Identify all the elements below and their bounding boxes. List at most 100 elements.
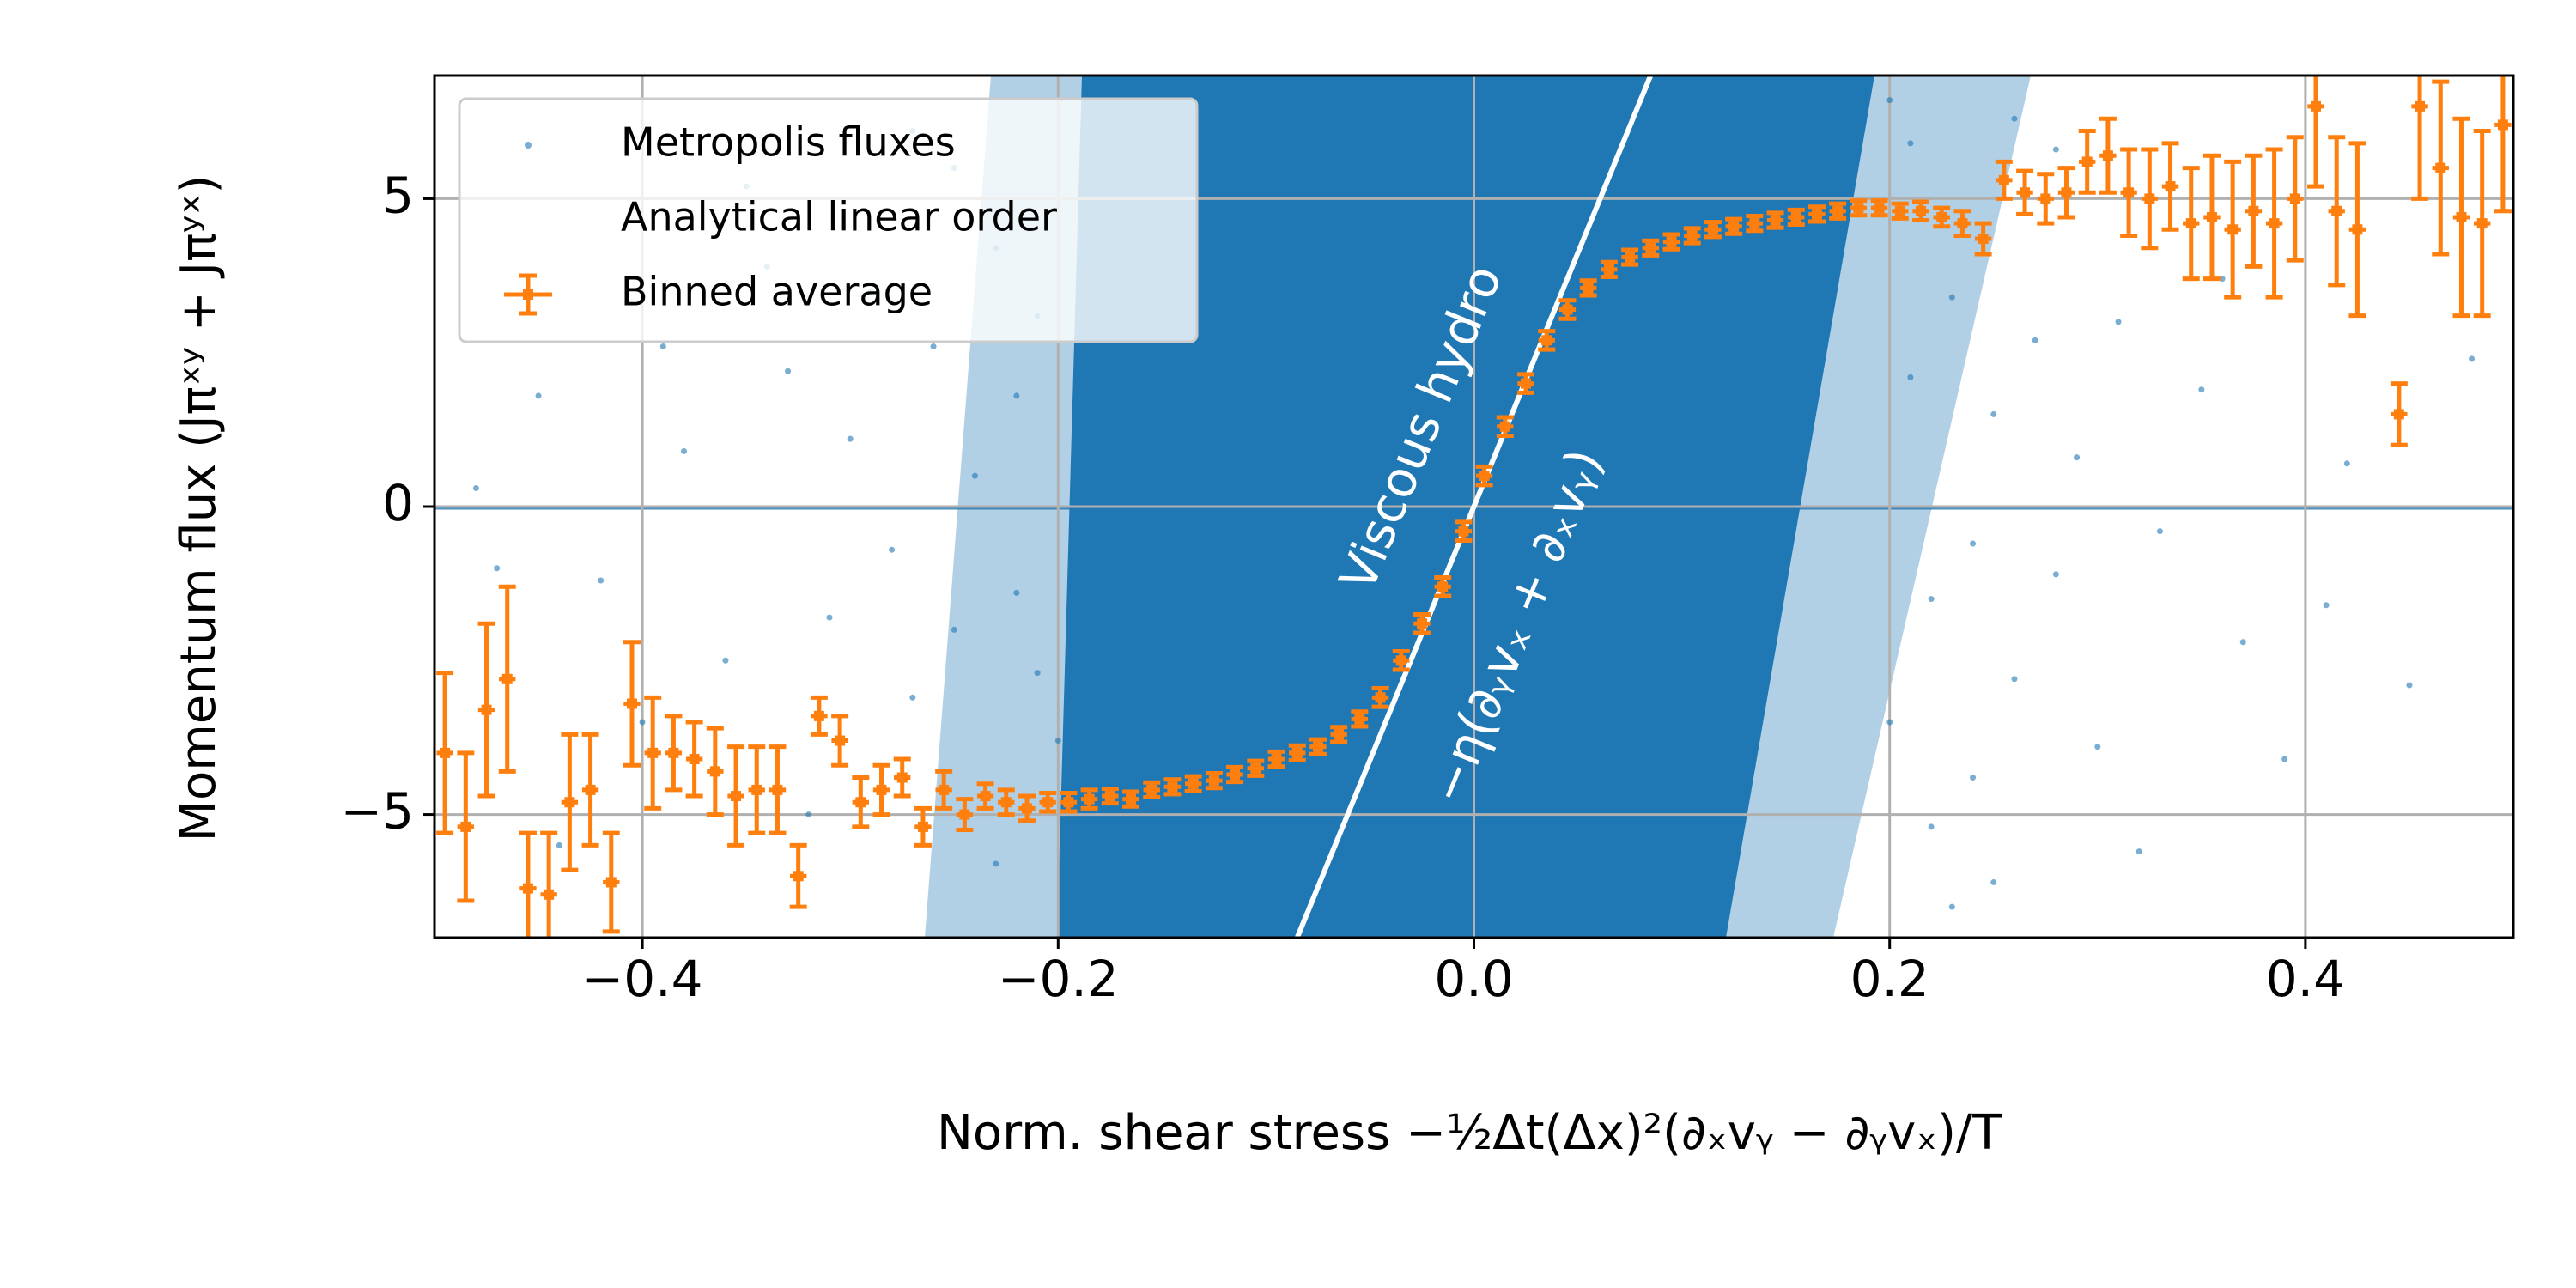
scatter-point xyxy=(494,565,501,572)
marker xyxy=(731,791,742,802)
marker xyxy=(460,821,471,832)
marker xyxy=(1832,205,1844,216)
marker xyxy=(793,871,804,882)
marker xyxy=(585,784,596,795)
marker xyxy=(1416,618,1427,629)
legend-marker xyxy=(523,289,533,300)
marker xyxy=(1625,252,1636,263)
marker xyxy=(647,747,659,758)
marker xyxy=(2020,187,2031,198)
marker xyxy=(1063,797,1074,808)
marker xyxy=(1312,741,1323,752)
marker xyxy=(2165,181,2176,192)
marker xyxy=(564,797,575,808)
scatter-point xyxy=(1034,670,1041,677)
marker xyxy=(917,821,928,832)
scatter-point xyxy=(556,841,562,848)
scatter-point xyxy=(2469,355,2476,362)
marker xyxy=(1562,304,1573,315)
marker xyxy=(1354,714,1365,725)
marker xyxy=(1916,205,1927,216)
scatter-point xyxy=(2219,276,2226,283)
marker xyxy=(1936,211,1947,222)
marker xyxy=(1707,224,1718,235)
marker xyxy=(1749,218,1760,229)
marker xyxy=(2289,193,2300,204)
marker xyxy=(1021,803,1032,814)
scatter-point xyxy=(681,447,688,454)
scatter-point xyxy=(2011,676,2018,683)
marker xyxy=(1000,797,1012,808)
marker xyxy=(1603,264,1614,275)
marker xyxy=(855,797,866,808)
scatter-point xyxy=(1948,903,1955,910)
marker xyxy=(1645,242,1656,253)
y-tick-label: −5 xyxy=(341,782,415,841)
scatter-point xyxy=(930,343,937,350)
marker xyxy=(876,784,887,795)
marker xyxy=(626,698,637,709)
scatter-point xyxy=(722,657,729,664)
marker xyxy=(2269,218,2280,229)
x-tick-label: 0.0 xyxy=(1434,950,1513,1008)
scatter-point xyxy=(2198,386,2205,393)
scatter-point xyxy=(2052,571,2059,578)
x-tick-label: −0.2 xyxy=(998,950,1119,1008)
marker xyxy=(1583,283,1594,294)
scatter-point xyxy=(2074,454,2081,461)
marker xyxy=(2248,205,2259,216)
marker xyxy=(2102,150,2113,161)
marker xyxy=(1188,778,1199,789)
legend-label: Analytical linear order xyxy=(621,194,1057,240)
scatter-point xyxy=(1990,878,1997,885)
marker xyxy=(813,710,824,721)
marker xyxy=(2144,193,2155,204)
marker xyxy=(440,747,451,758)
scatter-point xyxy=(2136,848,2142,855)
scatter-point xyxy=(1948,294,1955,301)
marker xyxy=(1666,236,1677,247)
scatter-point xyxy=(785,368,792,374)
marker xyxy=(1375,692,1386,703)
scatter-point xyxy=(1970,540,1977,547)
marker xyxy=(1291,747,1303,758)
scatter-point xyxy=(1054,738,1061,744)
marker xyxy=(1230,769,1241,780)
marker xyxy=(1874,203,1885,214)
marker xyxy=(1686,230,1698,241)
marker xyxy=(1978,234,1989,245)
marker xyxy=(2497,119,2508,131)
marker xyxy=(605,877,617,888)
plot-area xyxy=(434,76,2513,938)
scatter-point xyxy=(993,860,999,867)
marker xyxy=(896,772,908,783)
marker xyxy=(1998,174,2009,185)
legend-label: Metropolis fluxes xyxy=(621,119,956,166)
legend-label: Binned average xyxy=(621,269,933,315)
x-axis-label: Norm. shear stress −½Δt(Δx)²(∂ₓvᵧ − ∂ᵧvₓ… xyxy=(937,1105,2002,1161)
scatter-point xyxy=(1886,719,1893,726)
marker xyxy=(709,766,720,777)
marker xyxy=(689,754,700,765)
legend: Metropolis fluxes Analytical linear order… xyxy=(458,97,1199,343)
scatter-point xyxy=(826,614,833,621)
legend-marker xyxy=(525,142,532,149)
scatter-point xyxy=(1013,392,1020,399)
scatter-point xyxy=(2115,319,2122,325)
marker xyxy=(751,784,762,795)
marker xyxy=(1146,784,1157,795)
scatter-point xyxy=(659,343,666,350)
scatter-point xyxy=(472,484,479,491)
scatter-point xyxy=(1928,596,1935,603)
marker xyxy=(1853,203,1864,214)
marker xyxy=(2185,218,2196,229)
scatter-point xyxy=(2156,528,2163,535)
scatter-point xyxy=(889,546,896,553)
marker xyxy=(1521,378,1532,389)
scatter-point xyxy=(1907,374,1914,380)
marker xyxy=(1395,655,1406,666)
marker xyxy=(2123,187,2135,198)
marker xyxy=(544,889,555,900)
scatter-point xyxy=(1013,589,1020,596)
